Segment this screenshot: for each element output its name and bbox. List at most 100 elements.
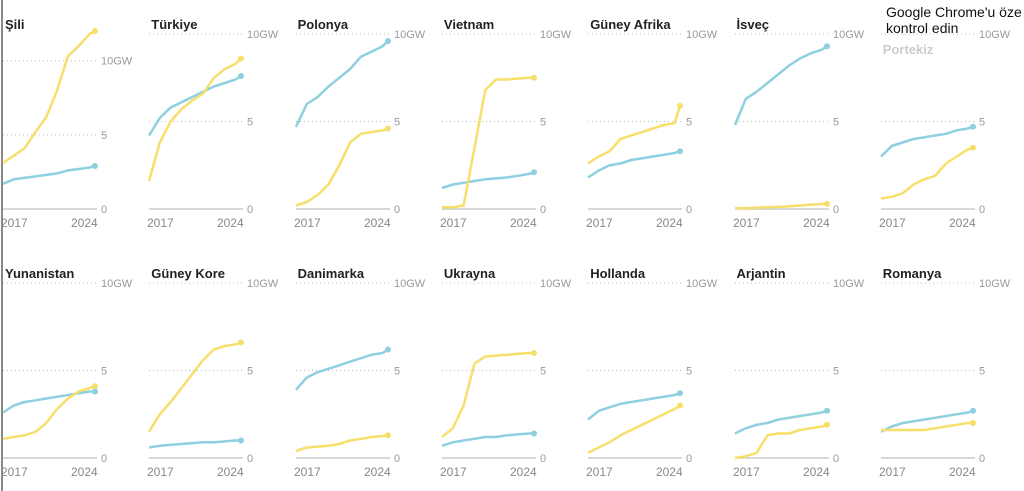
y-tick-label: 5	[979, 117, 985, 129]
panel-vietnam: Vietnam 0 5 10GW 2017 2024	[440, 9, 588, 239]
y-tick-label: 0	[833, 453, 839, 465]
series-end-dot-yellow	[384, 432, 391, 439]
panel-güney afrika: Güney Afrika 0 5 10GW 2017 2024	[586, 9, 734, 239]
y-tick-label: 0	[247, 204, 253, 216]
y-tick-label: 0	[101, 204, 107, 216]
y-tick-label: 0	[540, 204, 546, 216]
y-tick-label: 5	[247, 366, 253, 378]
y-tick-label: 0	[394, 453, 400, 465]
panel-chart: 0 5 10GW 2017 2024	[147, 29, 279, 230]
x-tick-label: 2017	[586, 216, 613, 230]
panel-chart: 0 5 10GW 2017 2024	[733, 278, 865, 479]
y-tick-label: 0	[101, 453, 107, 465]
x-tick-label: 2024	[510, 465, 537, 479]
x-tick-label: 2024	[364, 216, 391, 230]
series-line-yellow	[441, 351, 534, 438]
x-tick-label: 2017	[147, 216, 174, 230]
panel-title: Güney Afrika	[590, 17, 671, 32]
y-tick-label: 0	[394, 204, 400, 216]
series-end-dot-yellow	[823, 421, 830, 428]
series-end-dot-blue	[823, 407, 830, 414]
series-end-dot-blue	[92, 162, 98, 169]
series-end-dot-blue	[530, 430, 537, 437]
y-tick-label: 0	[833, 204, 839, 216]
x-tick-label: 2024	[364, 465, 391, 479]
y-tick-label: 10GW	[979, 278, 1011, 290]
series-line-yellow	[880, 146, 974, 200]
series-line-blue	[879, 125, 974, 158]
y-tick-label: 0	[540, 453, 546, 465]
panel-chart: 0 5 10GW 2017 2024	[879, 29, 1011, 230]
x-tick-label: 2017	[879, 216, 906, 230]
panel-title: Hollanda	[590, 266, 646, 281]
panel-chart: 0 5 10GW 2017 2024	[586, 29, 718, 230]
panel-arjantin: Arjantin 0 5 10GW 2017 2024	[733, 258, 881, 488]
x-tick-label: 2017	[1, 465, 28, 479]
panel-title: İsveç	[736, 17, 770, 32]
panel-title: Romanya	[882, 266, 942, 281]
x-tick-label: 2017	[586, 465, 613, 479]
series-end-dot-blue	[92, 388, 98, 395]
series-line-blue	[733, 409, 827, 435]
series-end-dot-blue	[384, 38, 391, 44]
x-tick-label: 2024	[803, 216, 830, 230]
series-line-blue	[587, 150, 681, 179]
y-tick-label: 5	[394, 366, 400, 378]
y-tick-label: 10GW	[686, 278, 718, 290]
x-tick-label: 2017	[294, 465, 321, 479]
panel-title: Şili	[5, 17, 25, 32]
series-line-blue	[148, 74, 242, 137]
series-end-dot-blue	[530, 169, 537, 176]
y-tick-label: 10GW	[686, 29, 718, 41]
panel-romanya: Romanya 0 5 10GW 2017 2024	[879, 258, 1024, 488]
panel-güney kore: Güney Kore 0 5 10GW 2017 2024	[147, 258, 295, 488]
y-tick-label: 10GW	[394, 29, 426, 41]
panel-title: Türkiye	[151, 17, 198, 32]
series-line-blue	[149, 439, 242, 449]
series-line-yellow	[295, 127, 388, 207]
y-tick-label: 10GW	[394, 278, 426, 290]
x-tick-label: 2017	[733, 465, 760, 479]
x-tick-label: 2024	[803, 465, 830, 479]
series-line-blue	[441, 171, 535, 190]
tooltip-line-1: Google Chrome'u öze	[886, 4, 1022, 20]
series-line-yellow	[148, 341, 242, 433]
panel-chart: 0 5 10GW 2017 2024	[294, 278, 426, 479]
x-tick-label: 2017	[294, 216, 321, 230]
series-line-yellow	[587, 105, 682, 165]
series-line-yellow	[2, 385, 96, 441]
panel-title: Ukrayna	[443, 266, 496, 281]
panel-yunanistan: Yunanistan 0 5 10GW 2017 2024	[1, 258, 149, 488]
panel-chart: 0 5 10GW 2017 2024	[294, 29, 426, 230]
x-tick-label: 2017	[879, 465, 906, 479]
series-end-dot-blue	[384, 346, 391, 353]
x-tick-label: 2017	[440, 465, 467, 479]
y-tick-label: 0	[979, 453, 985, 465]
panel-türkiye: Türkiye 0 5 10GW 2017 2024	[147, 9, 295, 239]
series-line-yellow	[880, 421, 973, 432]
y-tick-label: 0	[686, 204, 692, 216]
y-tick-label: 0	[686, 453, 692, 465]
y-tick-label: 10GW	[540, 29, 572, 41]
series-end-dot-blue	[677, 390, 684, 397]
x-tick-label: 2017	[1, 216, 28, 230]
y-tick-label: 5	[833, 117, 839, 129]
series-end-dot-yellow	[823, 200, 830, 207]
series-line-yellow	[734, 202, 827, 210]
series-line-blue	[294, 348, 389, 391]
panel-chart: 0 5 10GW 2017 2024	[586, 278, 718, 479]
series-line-blue	[294, 40, 389, 128]
y-tick-label: 5	[101, 366, 107, 378]
panel-polonya: Polonya 0 5 10GW 2017 2024	[294, 9, 442, 239]
y-tick-label: 5	[101, 130, 107, 142]
y-tick-label: 5	[540, 117, 546, 129]
series-end-dot-yellow	[677, 102, 684, 109]
panel-title: Yunanistan	[5, 266, 75, 281]
panel-i̇sveç: İsveç 0 5 10GW 2017 2024	[733, 9, 881, 239]
panel-chart: 0 5 10GW 2017 2024	[440, 29, 572, 230]
series-end-dot-blue	[677, 148, 684, 155]
y-tick-label: 5	[247, 117, 253, 129]
left-divider	[1, 0, 3, 491]
panel-hollanda: Hollanda 0 5 10GW 2017 2024	[586, 258, 734, 488]
y-tick-label: 5	[979, 366, 985, 378]
